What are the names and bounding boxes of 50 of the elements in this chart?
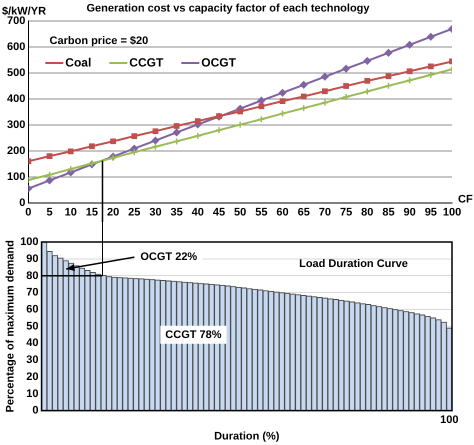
y-tick-label: 400 [6, 93, 26, 106]
x-tick-label: 95 [424, 206, 437, 218]
y-tick-label: 700 [6, 15, 26, 28]
y-tick-label: 70 [26, 286, 39, 299]
x-tick-label: 40 [192, 206, 204, 218]
x-tick-label: 20 [106, 206, 120, 218]
x-tick-label: 10 [64, 206, 77, 218]
y-tick-label: 80 [26, 270, 39, 282]
x-tick-label: 35 [170, 206, 183, 218]
x-tick-label: 70 [318, 206, 332, 218]
chart-title: Generation cost vs capacity factor of each technology [86, 2, 370, 15]
annotation: Load Duration Curve [299, 258, 408, 270]
y-tick-label: 0 [32, 404, 39, 417]
x-tick-label: 15 [86, 206, 98, 218]
x-tick-label: 85 [382, 206, 395, 218]
y-tick-label: 200 [6, 144, 26, 157]
x-tick-label: 65 [298, 206, 310, 218]
y-tick-label: 0 [19, 196, 26, 209]
y-tick-label: 60 [26, 303, 39, 316]
legend-label: Coal [65, 55, 92, 70]
y-tick-label: 40 [26, 337, 39, 350]
annotation: OCGT 22% [140, 251, 198, 264]
x-tick-label: 25 [128, 206, 140, 218]
annotation: Carbon price = $20 [50, 35, 148, 48]
x-tick-label: 100 [442, 206, 462, 218]
x-tick-label: 55 [255, 206, 268, 218]
y-tick-label: 300 [6, 119, 26, 132]
y-tick-label: 20 [26, 370, 39, 383]
x-tick-label: 60 [276, 206, 289, 218]
legend-label: CCGT [129, 55, 164, 70]
y-tick-label: 90 [26, 252, 39, 265]
x-tick-label: 45 [212, 206, 226, 218]
x-tick-label: 80 [361, 206, 374, 218]
x-axis-title: Duration (%) [214, 430, 280, 442]
x-tick-label: 90 [404, 206, 416, 218]
y-tick-label: 600 [6, 41, 26, 54]
x-tick-label: 5 [46, 206, 53, 218]
x-axis-title: CF [458, 193, 473, 206]
y-tick-label: 50 [26, 320, 39, 332]
legend-label: OCGT [201, 55, 237, 70]
x-tick-label: 75 [340, 206, 352, 218]
y-tick-label: 30 [26, 354, 39, 366]
y-tick-label: 100 [6, 170, 26, 183]
x-tick-label: 30 [149, 206, 162, 218]
annotation: CCGT 78% [165, 328, 222, 341]
y-tick-label: 100 [20, 236, 39, 248]
y-axis-title: Percentage of maximum demand [4, 240, 17, 412]
y-tick-label: 10 [26, 388, 39, 400]
y-tick-label: 500 [6, 67, 26, 80]
x-tick-label: 50 [234, 206, 246, 218]
